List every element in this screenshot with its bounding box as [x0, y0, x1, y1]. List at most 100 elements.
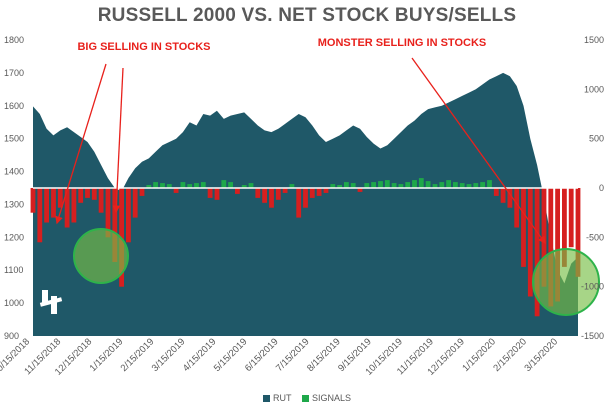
signals-bar [480, 182, 485, 188]
signals-bar [534, 188, 540, 317]
annotation-arrows-group [55, 57, 546, 245]
signals-bar [521, 188, 526, 267]
signals-bar [91, 188, 97, 200]
signals-bar [71, 188, 77, 223]
signals-bar [126, 188, 131, 243]
signals-bar [160, 183, 165, 188]
signals-bar [575, 188, 581, 277]
signals-bar [384, 180, 390, 188]
signals-bar [44, 188, 49, 223]
annotation-label: BIG SELLING IN STOCKS [77, 41, 210, 53]
signals-bar [493, 188, 499, 196]
highlight-circle [532, 248, 600, 316]
signals-bar [235, 188, 240, 194]
signals-bar [473, 183, 479, 188]
right-tick-label: -500 [586, 232, 604, 242]
signals-bar [405, 182, 411, 188]
right-axis: -1500 -1000 -500 0 500 1000 1500 [581, 35, 604, 341]
signals-bar [323, 188, 329, 193]
left-tick-label: 1700 [4, 68, 24, 78]
left-tick-label: 1000 [4, 298, 24, 308]
legend-label-signals: SIGNALS [312, 393, 352, 403]
signals-bar [282, 188, 288, 193]
left-tick-label: 1400 [4, 167, 24, 177]
signals-bar [200, 182, 206, 188]
signals-bar [364, 183, 370, 188]
annotation-arrow [112, 67, 124, 214]
left-tick-label: 1500 [4, 134, 24, 144]
signals-bar [105, 188, 111, 238]
signals-bar [418, 178, 424, 188]
signals-bar [500, 188, 506, 203]
signals-bars-group [30, 178, 581, 317]
signals-bar [139, 188, 145, 196]
signals-bar [548, 188, 554, 307]
signals-bar [514, 188, 520, 228]
signals-bar [562, 188, 567, 267]
signals-bar [507, 188, 513, 208]
left-tick-label: 1100 [4, 265, 23, 275]
logo-bar [42, 290, 48, 304]
signals-bar [398, 184, 404, 188]
annotation-arrow [411, 57, 546, 245]
signals-bar [241, 185, 247, 188]
signals-bar [487, 180, 492, 188]
signals-bar [64, 188, 70, 228]
signals-bar [166, 184, 172, 188]
signals-bar [344, 182, 349, 188]
signals-bar [337, 185, 342, 188]
signals-bar [153, 182, 158, 188]
left-tick-label: 900 [4, 331, 19, 341]
signals-bar [187, 184, 193, 188]
signals-bar [296, 188, 302, 218]
signals-bar [85, 188, 90, 198]
signals-bar [98, 188, 104, 213]
signals-bar [371, 182, 376, 188]
right-tick-label: -1500 [581, 331, 604, 341]
legend-swatch-rut [262, 395, 270, 403]
signals-bar [255, 188, 261, 198]
signals-bar [37, 188, 43, 243]
legend-label-rut: RUT [272, 393, 292, 403]
signals-bar [391, 183, 397, 188]
legend-swatch-signals [302, 395, 309, 403]
signals-bar [330, 184, 336, 188]
annotation-label: MONSTER SELLING IN STOCKS [318, 37, 486, 49]
right-tick-label: 1500 [584, 35, 604, 45]
signals-bar [357, 188, 363, 192]
logo-bar [39, 297, 63, 307]
signals-bar [446, 180, 451, 188]
right-tick-label: 0 [599, 183, 604, 193]
signals-bar [214, 188, 220, 200]
signals-bar [132, 188, 138, 218]
signals-bar [432, 184, 438, 188]
right-tick-label: 1000 [584, 84, 604, 94]
signals-bar [275, 188, 281, 200]
signals-bar [194, 183, 199, 188]
highlight-circles-group [73, 228, 600, 316]
signals-bar [378, 181, 383, 188]
signals-bar [146, 185, 152, 188]
left-tick-label: 1300 [4, 199, 24, 209]
signals-bar [78, 188, 84, 203]
right-tick-label: -1000 [581, 282, 604, 292]
signals-bar [309, 188, 315, 198]
signals-bar [568, 188, 574, 248]
chart-title: RUSSELL 2000 VS. NET STOCK BUYS/SELLS [97, 5, 517, 26]
x-tick-label: 3/15/2020 [522, 336, 560, 374]
x-axis: 10/15/201811/15/201812/15/20181/15/20192… [0, 336, 560, 377]
signals-bar [555, 188, 560, 302]
signals-bar [453, 182, 458, 188]
signals-bar [269, 188, 274, 208]
logo-bar [51, 296, 57, 314]
signals-bar [228, 182, 233, 188]
signals-bar [289, 184, 295, 188]
signals-bar [439, 182, 445, 188]
signals-bar [350, 183, 356, 188]
right-tick-label: 500 [589, 134, 604, 144]
signals-bar [221, 180, 227, 188]
signals-bar [527, 188, 533, 297]
signals-bar [57, 188, 63, 208]
legend: RUT SIGNALS [0, 393, 614, 403]
signals-bar [303, 188, 308, 208]
